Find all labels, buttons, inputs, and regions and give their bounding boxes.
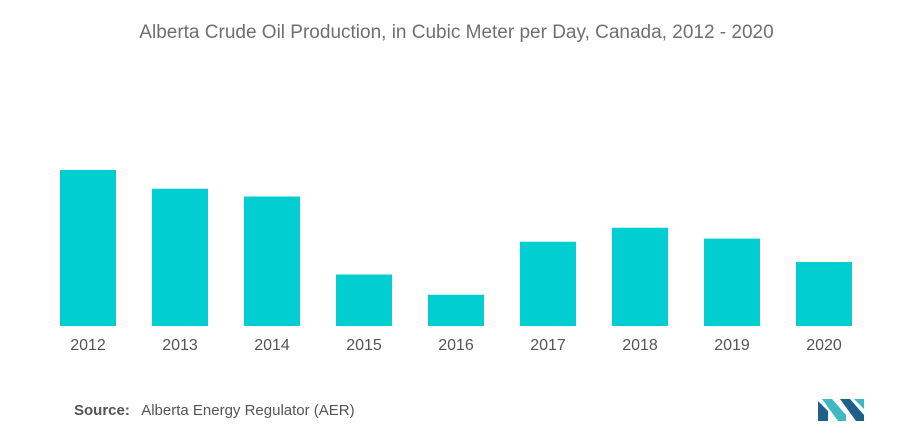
x-tick-label-2015: 2015 — [346, 337, 382, 354]
bar-2012 — [60, 170, 116, 326]
bar-2016 — [428, 294, 484, 326]
x-tick-label-2016: 2016 — [438, 337, 474, 354]
x-tick-label-2013: 2013 — [162, 337, 198, 354]
source-label: Source: — [74, 402, 130, 419]
chart-title: Alberta Crude Oil Production, in Cubic M… — [139, 22, 774, 43]
mordor-logo-icon — [818, 399, 864, 421]
source-text: Alberta Energy Regulator (AER) — [141, 402, 355, 419]
x-tick-label-2019: 2019 — [714, 337, 750, 354]
x-tick-label-2012: 2012 — [70, 337, 106, 354]
bar-2015 — [336, 274, 392, 326]
bar-2014 — [244, 196, 300, 326]
x-tick-label-2014: 2014 — [254, 337, 290, 354]
x-axis-tick-labels: 2012 2013 2014 2015 2016 2017 2018 2019 2020 — [70, 337, 842, 354]
source-note: Source: Alberta Energy Regulator (AER) — [74, 402, 355, 419]
x-tick-label-2018: 2018 — [622, 337, 658, 354]
x-tick-label-2017: 2017 — [530, 337, 566, 354]
bar-2013 — [152, 188, 208, 326]
bar-2017 — [520, 241, 576, 326]
x-tick-label-2020: 2020 — [806, 337, 842, 354]
bars-group — [60, 170, 852, 326]
bar-2020 — [796, 262, 852, 326]
bar-2019 — [704, 238, 760, 326]
bar-2018 — [612, 227, 668, 326]
